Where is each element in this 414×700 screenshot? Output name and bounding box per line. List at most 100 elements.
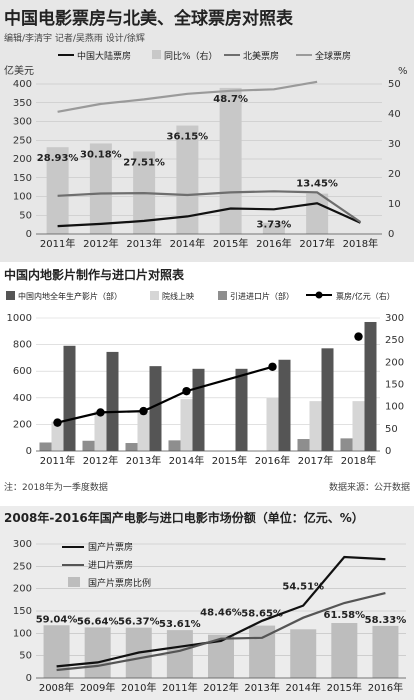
- share-label: 58.65%: [241, 609, 283, 620]
- count-bar: [125, 443, 138, 451]
- panel2-source: 数据来源：公开数据: [329, 481, 410, 493]
- panel1-chart: 0 50 100 150 200 250 300 350 400 0 10 20 30 40 50 28.93…: [13, 79, 401, 250]
- y-right-tick-label: 10: [388, 199, 401, 210]
- yoy-label: 3.73%: [257, 219, 292, 230]
- panel2-legend: 中国内地全年生产影片（部） 院线上映 引进进口片（部） 票房/亿元（右）: [6, 291, 395, 301]
- x-tick-label: 2016年: [256, 237, 291, 250]
- x-tick-label: 2018年: [341, 454, 376, 467]
- share-bar: [84, 627, 111, 678]
- y-right-tick-label: 0: [385, 446, 391, 457]
- count-bar: [352, 401, 365, 451]
- panel1-legend: 中国大陆票房 同比%（右） 北美票房 全球票房: [58, 50, 351, 62]
- legend-label: 北美票房: [243, 50, 279, 62]
- y-left-tick-label: 400: [13, 393, 32, 404]
- y-tick-label: 300: [13, 539, 32, 550]
- y-tick-label: 250: [13, 561, 32, 572]
- y-tick-label: 50: [19, 651, 32, 662]
- share-bar: [372, 625, 399, 678]
- market-line: [56, 592, 386, 672]
- legend-label: 中国大陆票房: [77, 50, 131, 62]
- count-bar: [63, 345, 76, 451]
- y-right-tick-label: 200: [385, 357, 404, 368]
- count-bar: [340, 438, 353, 451]
- count-bar: [149, 366, 162, 451]
- y-right-tick-label: 20: [388, 169, 401, 180]
- share-bar: [290, 629, 317, 678]
- y-left-tick-label: 300: [13, 117, 32, 128]
- yoy-bar: [262, 222, 285, 234]
- count-bar: [137, 411, 150, 451]
- series-line: [57, 202, 361, 228]
- y-right-tick-label: 0: [388, 229, 394, 240]
- share-label: 56.37%: [118, 617, 160, 628]
- x-tick-label: 2016年: [255, 454, 290, 467]
- y-tick-label: 200: [13, 584, 32, 595]
- yoy-label: 13.45%: [296, 178, 338, 189]
- y-right-tick-label: 300: [385, 313, 404, 324]
- yoy-bar: [89, 143, 112, 234]
- y-left-tick-label: 250: [13, 135, 32, 146]
- share-label: 59.04%: [36, 614, 78, 625]
- boxoffice-point: [139, 406, 148, 416]
- x-tick-label: 2008年: [39, 681, 74, 694]
- legend-label: 国产片票房: [88, 541, 133, 553]
- count-bar: [278, 359, 291, 451]
- y-right-tick-label: 250: [385, 335, 404, 346]
- panel1-right-unit: %: [398, 66, 408, 77]
- x-tick-label: 2014年: [169, 454, 204, 467]
- y-left-tick-label: 400: [13, 79, 32, 90]
- count-bar: [51, 421, 64, 451]
- panel3-title: 2008年-2016年国产电影与进口电影市场份额（单位：亿元、%）: [4, 510, 364, 525]
- panel1-left-unit: 亿美元: [4, 64, 34, 77]
- x-tick-label: 2015年: [213, 237, 248, 250]
- count-bar: [106, 351, 119, 451]
- y-right-tick-label: 30: [388, 139, 401, 150]
- x-tick-label: 2018年: [343, 237, 378, 250]
- yoy-bar: [176, 125, 199, 234]
- x-tick-label: 2015年: [212, 454, 247, 467]
- yoy-bar: [306, 193, 329, 234]
- count-bar: [235, 368, 248, 451]
- count-bar: [192, 368, 205, 451]
- legend-label: 票房/亿元（右）: [336, 291, 395, 301]
- x-tick-label: 2014年: [170, 237, 205, 250]
- count-bar: [364, 321, 377, 451]
- legend-swatch-boxoffice-dot: [315, 291, 323, 299]
- y-tick-label: 0: [26, 673, 32, 684]
- panel2-title: 中国内地影片制作与进口片对照表: [4, 267, 185, 282]
- legend-label: 全球票房: [315, 50, 351, 62]
- legend-swatch-released: [150, 291, 159, 300]
- yoy-label: 27.51%: [123, 157, 165, 168]
- y-left-tick-label: 0: [26, 229, 32, 240]
- panel1-background: [0, 0, 414, 262]
- boxoffice-point: [354, 332, 363, 341]
- legend-label: 国产片票房比例: [88, 577, 151, 589]
- y-left-tick-label: 200: [13, 419, 32, 430]
- x-tick-label: 2013年: [126, 237, 161, 250]
- yoy-bar: [46, 147, 69, 234]
- x-tick-label: 2011年: [40, 237, 75, 250]
- legend-label: 引进进口片（部）: [230, 291, 294, 301]
- legend-label: 同比%（右）: [164, 50, 218, 62]
- y-right-tick-label: 150: [385, 380, 404, 391]
- share-label: 53.61%: [159, 619, 201, 630]
- y-tick-label: 100: [13, 628, 32, 639]
- count-bar: [180, 399, 193, 451]
- panel2-note: 注：2018年为一季度数据: [4, 481, 108, 493]
- x-tick-label: 2015年: [327, 681, 362, 694]
- count-bar: [321, 348, 334, 451]
- share-label: 54.51%: [282, 581, 324, 592]
- yoy-label: 30.18%: [80, 149, 122, 160]
- boxoffice-point: [268, 362, 277, 371]
- market-line: [56, 555, 386, 668]
- legend-swatch-imported: [218, 291, 227, 300]
- x-tick-label: 2009年: [80, 681, 115, 694]
- x-tick-label: 2014年: [285, 681, 320, 694]
- count-bar: [309, 401, 322, 451]
- y-left-tick-label: 50: [19, 210, 32, 221]
- legend-swatch-share: [68, 577, 80, 587]
- y-left-tick-label: 800: [13, 340, 32, 351]
- legend-swatch-production: [6, 291, 15, 300]
- count-bar: [266, 397, 279, 451]
